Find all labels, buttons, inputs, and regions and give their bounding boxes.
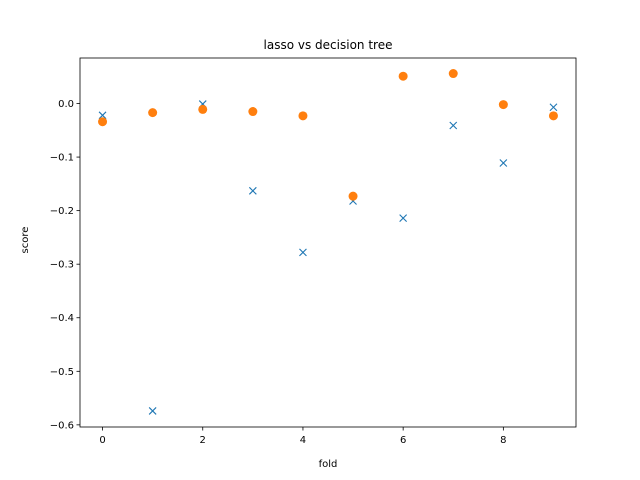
x-tick-label: 8 xyxy=(500,435,506,446)
data-point-circle-marker xyxy=(448,69,458,79)
data-point-circle-marker xyxy=(548,111,558,121)
data-point-circle-marker xyxy=(398,71,408,81)
x-tick-label: 2 xyxy=(200,435,206,446)
data-point-circle-marker xyxy=(198,104,208,114)
data-point-x-marker xyxy=(549,103,558,112)
data-point-circle-marker xyxy=(98,117,108,127)
data-point-circle-marker xyxy=(148,108,158,118)
data-point-x-marker xyxy=(299,248,307,257)
x-tick-label: 0 xyxy=(99,435,105,446)
data-point-circle-marker xyxy=(348,191,358,201)
y-tick-label: −0.5 xyxy=(50,367,74,378)
axes-frame xyxy=(79,57,577,428)
plot-area: 0 2 4 6 8 0.0 −0.1 −0.2 −0.3 −0.4 −0.5 −0.6 xyxy=(50,57,577,446)
y-tick-label: −0.3 xyxy=(50,260,74,271)
y-tick-label: −0.1 xyxy=(50,153,74,164)
data-point-x-marker xyxy=(148,407,157,415)
chart-title: lasso vs decision tree xyxy=(264,38,393,52)
y-tick-label: −0.6 xyxy=(50,420,74,431)
y-tick-label: 0.0 xyxy=(58,99,74,110)
data-point-x-marker xyxy=(449,121,458,130)
data-point-circle-marker xyxy=(248,107,258,117)
data-point-x-marker xyxy=(499,159,508,167)
data-point-x-marker xyxy=(98,111,107,120)
data-point-circle-marker xyxy=(298,111,308,121)
y-tick-label: −0.4 xyxy=(50,313,74,324)
data-point-x-marker xyxy=(399,214,408,223)
y-axis-label: score xyxy=(20,227,31,254)
x-tick-label: 6 xyxy=(400,435,406,446)
data-point-x-marker xyxy=(248,186,257,195)
y-tick-label: −0.2 xyxy=(50,206,74,217)
x-axis-label: fold xyxy=(319,459,338,470)
data-point-circle-marker xyxy=(498,100,508,110)
x-tick-label: 4 xyxy=(300,435,306,446)
